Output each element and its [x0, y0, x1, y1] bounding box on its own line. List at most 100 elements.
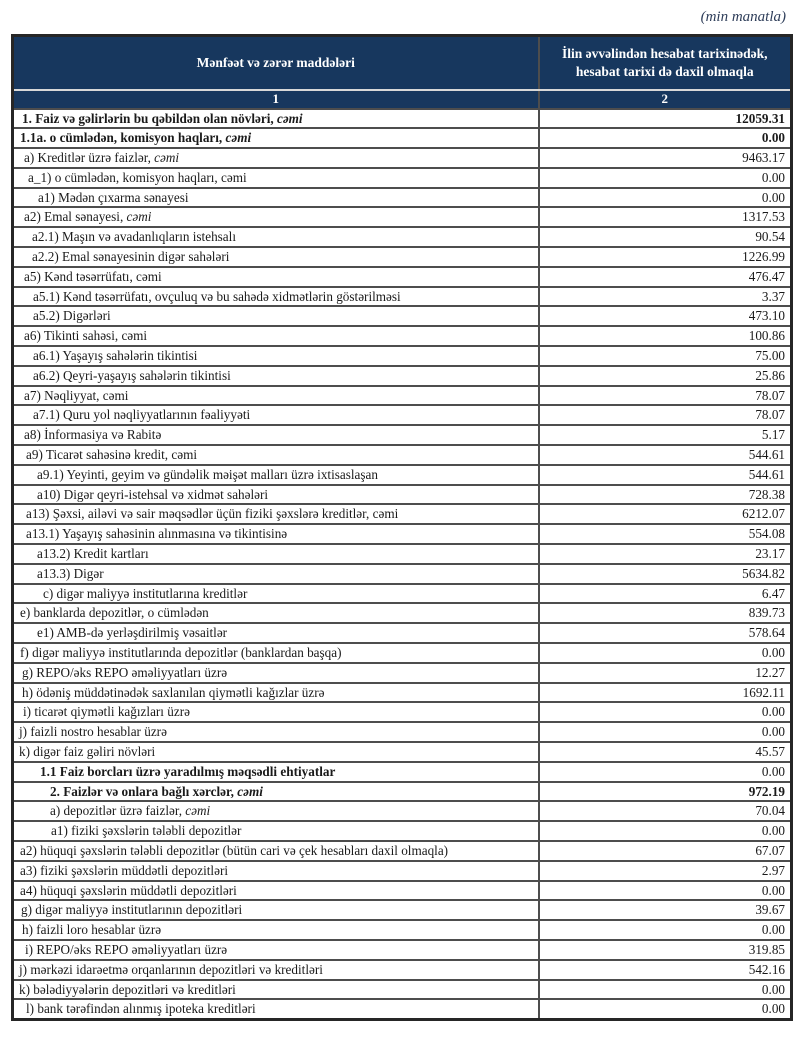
- table-row: a6) Tikinti sahəsi, cəmi 100.86: [11, 325, 793, 348]
- row-value: 1317.53: [537, 206, 793, 229]
- row-label-text: j) mərkəzi idarəetmə orqanlarının depozi…: [19, 961, 323, 977]
- profit-loss-table: Mənfəət və zərər maddələri İlin əvvəlind…: [11, 34, 793, 1022]
- row-value: 728.38: [537, 483, 793, 506]
- row-label: e) banklarda depozitlər, o cümlədən: [11, 602, 540, 625]
- row-label-text: a5) Kənd təsərrüfatı, cəmi: [24, 268, 162, 284]
- row-value: 0.00: [537, 701, 793, 724]
- table-row: a13.2) Kredit kartları 23.17: [11, 543, 793, 565]
- row-label-text: a8) İnformasiya və Rabitə: [24, 427, 162, 443]
- row-value: 0.00: [537, 760, 793, 783]
- row-value: 9463.17: [537, 147, 793, 169]
- row-label-text: k) bələdiyyələrin depozitləri və kreditl…: [19, 981, 236, 997]
- row-value: 473.10: [537, 305, 793, 328]
- row-label: h) faizli loro hesablar üzrə: [11, 919, 540, 941]
- table-row: a6.1) Yaşayış sahələrin tikintisi 75.00: [11, 345, 793, 367]
- table-row: a1) Mədən çıxarma sənayesi 0.00: [11, 186, 793, 209]
- table-row: e) banklarda depozitlər, o cümlədən 839.7…: [11, 602, 793, 625]
- row-label: a2) Emal sənayesi, cəmi: [11, 206, 540, 229]
- row-label-text: a13.2) Kredit kartları: [37, 546, 149, 562]
- row-label-text: a2) Emal sənayesi,: [24, 209, 127, 225]
- row-label-text: a13.3) Digər: [37, 565, 104, 581]
- row-value: 6212.07: [537, 503, 793, 526]
- row-label: a) Kreditlər üzrə faizlər, cəmi: [11, 147, 540, 169]
- row-value: 1226.99: [537, 246, 793, 268]
- row-label-text: a5.1) Kənd təsərrüfatı, ovçuluq və bu sa…: [33, 288, 401, 304]
- row-value: 75.00: [537, 345, 793, 367]
- row-value: 70.04: [537, 800, 793, 823]
- table-row: i) REPO/əks REPO əməliyyatları üzrə 319.8…: [11, 938, 793, 961]
- row-label-text: a2) hüquqi şəxslərin tələbli depozitlər …: [20, 842, 449, 858]
- table-row: l) bank tərəfindən alınmış ipoteka kredi…: [11, 998, 793, 1021]
- table-row: a) depozitlər üzrə faizlər, cəmi 70.04: [11, 800, 793, 823]
- row-label-text: a13) Şəxsi, ailəvi və sair məqsədlər üçü…: [26, 506, 399, 522]
- table-row: a7.1) Quru yol nəqliyyatlarının fəaliyyə…: [11, 404, 793, 427]
- row-value: 67.07: [537, 839, 793, 862]
- col-number-2: 2: [537, 88, 793, 110]
- table-row: a) Kreditlər üzrə faizlər, cəmi 9463.17: [11, 147, 793, 169]
- row-label-text: c) digər maliyyə institutlarına kreditlə…: [43, 585, 248, 601]
- row-value: 45.57: [537, 741, 793, 763]
- table-row: 1.1 Faiz borcları üzrə yaradılmış məqsəd…: [11, 760, 793, 783]
- header-row-numbers: 1 2: [11, 88, 793, 110]
- row-label-text: a10) Digər qeyri-istehsal və xidmət sahə…: [37, 486, 269, 502]
- row-label: a4) hüquqi şəxslərin müddətli depozitlər…: [11, 879, 540, 902]
- row-label: i) REPO/əks REPO əməliyyatları üzrə: [11, 938, 540, 961]
- row-label-text: 1.1 Faiz borcları üzrə yaradılmış məqsəd…: [40, 763, 336, 779]
- table-row: 1. Faiz və gəlirlərin bu qəbildən olan n…: [11, 107, 793, 130]
- table-row: a5.1) Kənd təsərrüfatı, ovçuluq və bu sa…: [11, 285, 793, 308]
- table-row: a10) Digər qeyri-istehsal və xidmət sahə…: [11, 483, 793, 506]
- row-label-italic-suffix: cəmi: [276, 110, 303, 126]
- row-label: a2.1) Maşın və avadanlıqların istehsalı: [11, 226, 540, 249]
- table-row: a9) Ticarət sahəsinə kredit, cəmi 544.61: [11, 444, 793, 466]
- row-label-italic-suffix: cəmi: [154, 150, 180, 166]
- row-value: 554.08: [537, 523, 793, 546]
- row-label: a7.1) Quru yol nəqliyyatlarının fəaliyyə…: [11, 404, 540, 427]
- row-label-text: a7) Nəqliyyat, cəmi: [24, 387, 129, 403]
- row-label-text: a2.1) Maşın və avadanlıqların istehsalı: [32, 229, 236, 245]
- row-value: 476.47: [537, 265, 793, 288]
- table-row: f) digər maliyyə institutlarında depozit…: [11, 642, 793, 664]
- table-row: k) bələdiyyələrin depozitləri və kreditl…: [11, 978, 793, 1001]
- table-row: 2. Faizlər və onlara bağlı xərclər, cəmi…: [11, 780, 793, 803]
- row-label-text: a2.2) Emal sənayesinin digər sahələri: [32, 249, 230, 265]
- row-value: 0.00: [537, 642, 793, 664]
- table-row: a6.2) Qeyri-yaşayış sahələrin tikintisi 2…: [11, 364, 793, 387]
- table-row: j) mərkəzi idarəetmə orqanlarının depozi…: [11, 958, 793, 981]
- row-label-text: l) bank tərəfindən alınmış ipoteka kredi…: [26, 1001, 256, 1017]
- row-label-text: 1. Faiz və gəlirlərin bu qəbildən olan n…: [22, 110, 277, 126]
- table-row: a2.2) Emal sənayesinin digər sahələri 122…: [11, 246, 793, 268]
- row-label-text: a6) Tikinti sahəsi, cəmi: [24, 328, 148, 344]
- row-label-italic-suffix: cəmi: [237, 783, 263, 799]
- row-label-text: a6.2) Qeyri-yaşayış sahələrin tikintisi: [33, 367, 231, 383]
- table-row: h) faizli loro hesablar üzrə 0.00: [11, 919, 793, 941]
- row-label: j) faizli nostro hesablar üzrə: [11, 721, 540, 743]
- row-value: 23.17: [537, 543, 793, 565]
- row-value: 0.00: [537, 998, 793, 1021]
- row-label-text: e) banklarda depozitlər, o cümlədən: [20, 605, 209, 621]
- row-value: 39.67: [537, 899, 793, 922]
- col-number-1: 1: [11, 88, 540, 110]
- row-value: 78.07: [537, 404, 793, 427]
- row-label: a6.2) Qeyri-yaşayış sahələrin tikintisi: [11, 364, 540, 387]
- table-row: 1.1a. o cümlədən, komisyon haqları, cəmi…: [11, 127, 793, 150]
- row-label-text: a9) Ticarət sahəsinə kredit, cəmi: [26, 447, 198, 463]
- row-label: a9) Ticarət sahəsinə kredit, cəmi: [11, 444, 540, 466]
- row-label: 2. Faizlər və onlara bağlı xərclər, cəmi: [11, 780, 540, 803]
- row-label: a) depozitlər üzrə faizlər, cəmi: [11, 800, 540, 823]
- table-row: a2.1) Maşın və avadanlıqların istehsalı 9…: [11, 226, 793, 249]
- row-label-text: e1) AMB-də yerləşdirilmiş vəsaitlər: [37, 625, 228, 641]
- row-label-text: a4) hüquqi şəxslərin müddətli depozitlər…: [20, 882, 237, 898]
- row-label: 1.1 Faiz borcları üzrə yaradılmış məqsəd…: [11, 760, 540, 783]
- row-label: a10) Digər qeyri-istehsal və xidmət sahə…: [11, 483, 540, 506]
- row-value: 0.00: [537, 919, 793, 941]
- row-value: 6.47: [537, 582, 793, 605]
- row-label-text: 2. Faizlər və onlara bağlı xərclər,: [50, 783, 238, 799]
- col-header-period: İlin əvvəlindən hesabat tarixinədək, hes…: [537, 34, 793, 91]
- table-row: g) REPO/əks REPO əməliyyatları üzrə 12.27: [11, 661, 793, 684]
- row-label: a6) Tikinti sahəsi, cəmi: [11, 325, 540, 348]
- row-value: 0.00: [537, 166, 793, 189]
- table-row: h) ödəniş müddətinədək saxlanılan qiymət…: [11, 681, 793, 704]
- table-row: e1) AMB-də yerləşdirilmiş vəsaitlər 578.6…: [11, 622, 793, 645]
- row-label: a7) Nəqliyyat, cəmi: [11, 384, 540, 407]
- table-row: a8) İnformasiya və Rabitə 5.17: [11, 424, 793, 447]
